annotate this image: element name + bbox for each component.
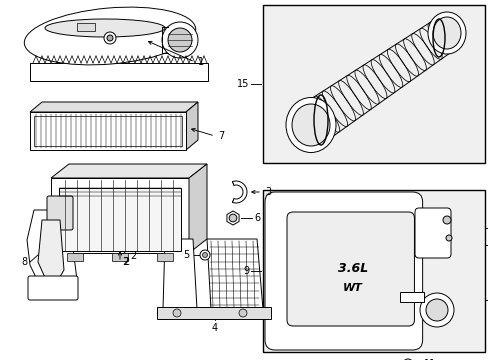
- Bar: [263, 5, 484, 163]
- Ellipse shape: [432, 17, 460, 49]
- Circle shape: [402, 359, 412, 360]
- Polygon shape: [185, 102, 198, 150]
- Polygon shape: [189, 164, 206, 253]
- FancyBboxPatch shape: [28, 276, 78, 300]
- Bar: [77, 23, 95, 31]
- Polygon shape: [232, 181, 246, 203]
- Ellipse shape: [419, 293, 453, 327]
- Bar: [399, 292, 423, 302]
- Text: WT: WT: [343, 283, 362, 293]
- Ellipse shape: [425, 299, 447, 321]
- Text: 7: 7: [218, 131, 224, 141]
- Bar: [59, 188, 181, 251]
- Bar: [112, 253, 128, 261]
- Bar: [157, 307, 270, 319]
- Bar: [263, 190, 484, 352]
- Text: 8: 8: [22, 257, 28, 267]
- Polygon shape: [226, 211, 239, 225]
- Ellipse shape: [45, 19, 164, 37]
- Circle shape: [239, 309, 246, 317]
- FancyBboxPatch shape: [47, 196, 73, 230]
- Polygon shape: [30, 102, 198, 112]
- Circle shape: [107, 35, 113, 41]
- Text: 6: 6: [253, 213, 260, 223]
- Text: 2: 2: [122, 257, 128, 267]
- Ellipse shape: [285, 98, 335, 153]
- Polygon shape: [163, 239, 197, 309]
- Text: 4: 4: [211, 323, 218, 333]
- Text: 11: 11: [423, 359, 435, 360]
- Ellipse shape: [24, 7, 195, 65]
- Text: 1: 1: [198, 57, 203, 67]
- Bar: [67, 253, 83, 261]
- Circle shape: [200, 250, 209, 260]
- Text: 3: 3: [264, 187, 270, 197]
- FancyBboxPatch shape: [264, 192, 422, 350]
- Ellipse shape: [291, 104, 329, 146]
- Ellipse shape: [427, 12, 465, 54]
- Circle shape: [445, 235, 451, 241]
- Bar: [51, 178, 189, 253]
- Text: 2: 2: [123, 257, 129, 267]
- Polygon shape: [38, 220, 64, 282]
- Polygon shape: [51, 164, 206, 178]
- FancyBboxPatch shape: [30, 63, 207, 81]
- Circle shape: [104, 32, 116, 44]
- Circle shape: [173, 309, 181, 317]
- Circle shape: [229, 214, 236, 222]
- Ellipse shape: [168, 28, 192, 52]
- Bar: [30, 112, 185, 150]
- FancyBboxPatch shape: [414, 208, 450, 258]
- FancyBboxPatch shape: [286, 212, 414, 326]
- Circle shape: [202, 252, 207, 257]
- Polygon shape: [27, 210, 77, 290]
- Text: 5: 5: [183, 250, 189, 260]
- Ellipse shape: [162, 22, 198, 58]
- Circle shape: [442, 216, 450, 224]
- Text: 9: 9: [243, 266, 248, 276]
- Polygon shape: [206, 239, 263, 309]
- Text: 15: 15: [236, 79, 248, 89]
- Text: 2: 2: [130, 251, 136, 261]
- Text: 3.6L: 3.6L: [337, 261, 367, 274]
- Bar: [34, 116, 182, 146]
- Bar: [157, 253, 173, 261]
